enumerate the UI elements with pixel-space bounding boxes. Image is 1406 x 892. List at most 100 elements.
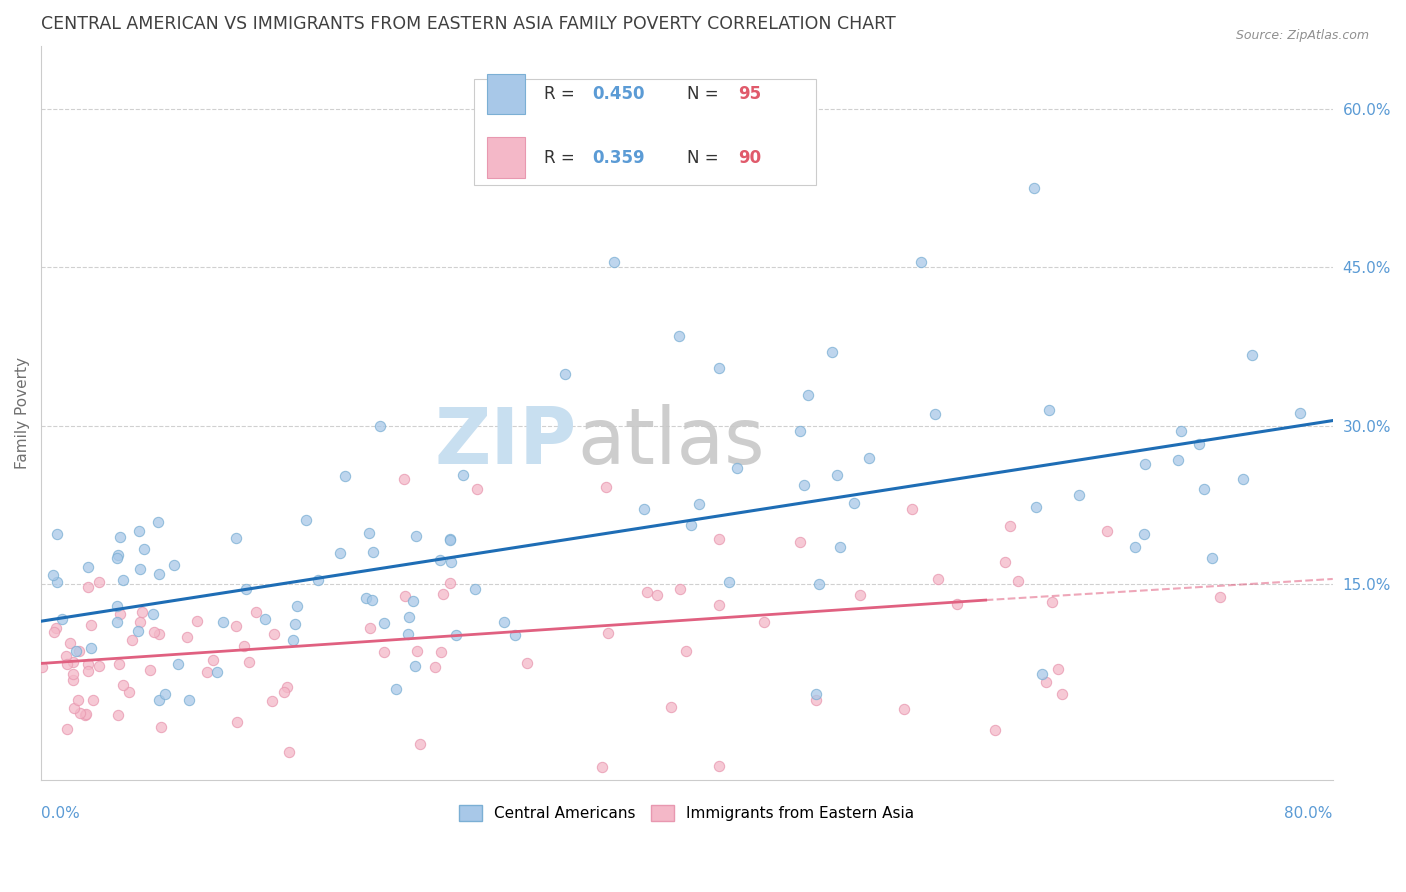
Point [307, 573, 329, 587]
Point [105, 551, 128, 566]
Point [668, 582, 690, 597]
Point [429, 645, 451, 659]
Point [825, 467, 848, 482]
Point [260, 694, 283, 708]
Point [404, 658, 426, 673]
FancyBboxPatch shape [474, 78, 815, 186]
Point [132, 541, 155, 556]
FancyBboxPatch shape [486, 73, 526, 114]
Point [80, 640, 103, 655]
Point [225, 532, 247, 546]
Point [1167, 452, 1189, 467]
Point [910, 255, 932, 269]
Point [994, 555, 1017, 569]
Point [984, 723, 1007, 737]
Point [128, 524, 150, 539]
Point [65, 644, 87, 658]
Point [31, 660, 53, 674]
Point [405, 528, 427, 542]
Point [59, 636, 82, 650]
Point [226, 714, 249, 729]
Point [385, 682, 408, 697]
Point [131, 605, 153, 619]
Point [89, 575, 111, 590]
Point [195, 665, 218, 679]
Point [76, 707, 98, 722]
Point [276, 680, 298, 694]
Point [108, 607, 131, 621]
Point [62, 673, 84, 688]
Point [278, 745, 301, 759]
Point [858, 450, 880, 465]
Point [439, 576, 461, 591]
Point [709, 360, 731, 375]
Point [128, 562, 150, 576]
Point [77, 664, 100, 678]
Point [1133, 526, 1156, 541]
Point [77, 657, 100, 671]
Point [1047, 662, 1070, 676]
Point [87, 659, 110, 673]
Text: Source: ZipAtlas.com: Source: ZipAtlas.com [1236, 29, 1369, 42]
Text: CENTRAL AMERICAN VS IMMIGRANTS FROM EASTERN ASIA FAMILY POVERTY CORRELATION CHAR: CENTRAL AMERICAN VS IMMIGRANTS FROM EAST… [41, 15, 896, 33]
Point [205, 665, 228, 679]
Point [789, 424, 811, 438]
Point [398, 610, 420, 624]
Point [453, 467, 475, 482]
Point [394, 589, 416, 603]
Point [55, 722, 77, 736]
Point [1170, 424, 1192, 438]
Point [709, 532, 731, 546]
Point [554, 367, 576, 381]
Point [402, 594, 425, 608]
Text: 95: 95 [738, 85, 762, 103]
Point [163, 558, 186, 573]
Point [647, 588, 669, 602]
Point [603, 255, 626, 269]
Point [1040, 594, 1063, 608]
Point [595, 480, 617, 494]
Point [63, 700, 86, 714]
Point [503, 627, 526, 641]
Point [373, 645, 395, 659]
Point [1188, 437, 1211, 451]
Point [335, 469, 357, 483]
Point [998, 519, 1021, 533]
Point [439, 533, 461, 547]
Point [127, 624, 149, 638]
Point [1288, 406, 1310, 420]
Text: 90: 90 [738, 149, 762, 167]
Point [893, 702, 915, 716]
Point [107, 548, 129, 562]
Point [675, 644, 697, 658]
Point [62, 655, 84, 669]
Point [1067, 488, 1090, 502]
Point [77, 559, 100, 574]
Y-axis label: Family Poverty: Family Poverty [15, 357, 30, 468]
Text: 80.0%: 80.0% [1285, 806, 1333, 821]
Point [363, 544, 385, 558]
Point [212, 615, 235, 630]
Point [681, 518, 703, 533]
Point [659, 700, 682, 714]
Point [111, 573, 134, 587]
FancyBboxPatch shape [486, 137, 526, 178]
Point [139, 663, 162, 677]
Point [69, 706, 91, 720]
Point [176, 630, 198, 644]
Point [1201, 550, 1223, 565]
Point [285, 599, 308, 614]
Text: R =: R = [544, 149, 579, 167]
Point [373, 616, 395, 631]
Point [633, 501, 655, 516]
Point [117, 685, 139, 699]
Point [45, 527, 67, 541]
Point [821, 345, 844, 359]
Point [55, 649, 77, 664]
Point [73, 707, 96, 722]
Point [828, 541, 851, 555]
Point [148, 515, 170, 529]
Text: ZIP: ZIP [434, 404, 576, 480]
Point [793, 478, 815, 492]
Point [263, 627, 285, 641]
